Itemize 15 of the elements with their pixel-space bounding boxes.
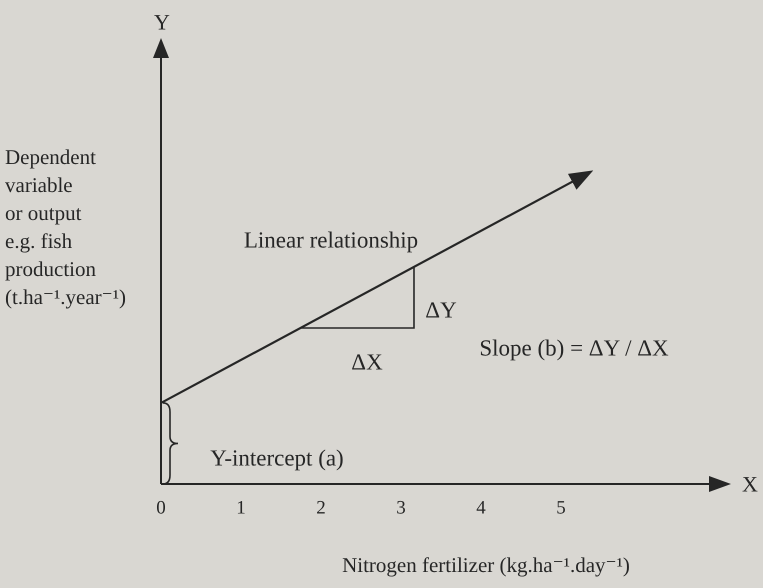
- x-tick-label: 0: [156, 497, 166, 518]
- x-tick-label: 1: [236, 497, 246, 518]
- y-axis-title: Dependent variable or output e.g. fish production (t.ha⁻¹.year⁻¹): [5, 145, 126, 309]
- x-tick-label: 3: [396, 497, 406, 518]
- x-tick-label: 5: [556, 497, 566, 518]
- x-tick-label: 2: [316, 497, 326, 518]
- x-axis-title: Nitrogen fertilizer (kg.ha⁻¹.day⁻¹): [342, 553, 630, 577]
- text: X: [742, 472, 758, 496]
- text: Y: [154, 10, 170, 34]
- annotation: ΔY: [425, 298, 458, 322]
- annotation: Slope (b) = ΔY / ΔX: [479, 336, 670, 360]
- x-tick-label: 4: [476, 497, 486, 518]
- annotation: Linear relationship: [244, 228, 418, 252]
- annotation: ΔX: [351, 350, 384, 374]
- annotation: Y-intercept (a): [210, 446, 344, 470]
